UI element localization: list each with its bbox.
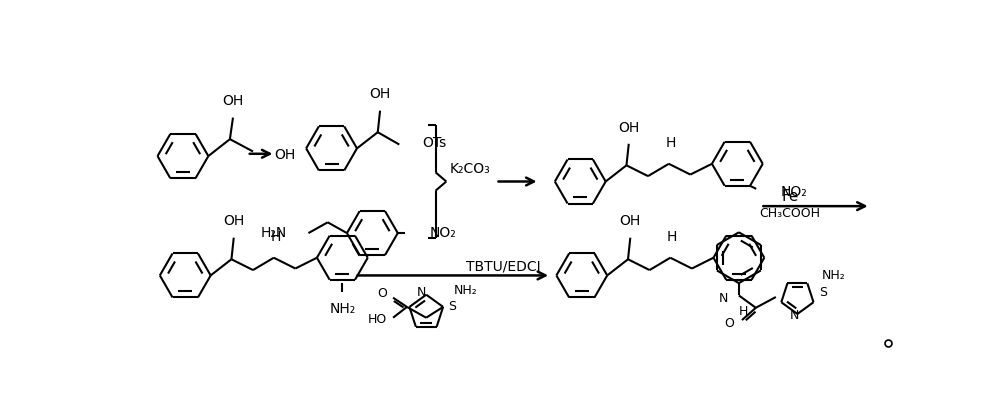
Text: N: N <box>719 292 728 305</box>
Text: H: H <box>739 305 748 318</box>
Text: OH: OH <box>369 88 391 101</box>
Text: NH₂: NH₂ <box>822 269 846 282</box>
Text: OH: OH <box>618 120 639 135</box>
Text: CH₃COOH: CH₃COOH <box>759 208 820 220</box>
Text: H: H <box>667 230 677 244</box>
Text: NH₂: NH₂ <box>329 302 355 316</box>
Text: NH₂: NH₂ <box>454 284 478 297</box>
Text: NO₂: NO₂ <box>781 185 808 199</box>
Text: O: O <box>377 287 387 299</box>
Text: OH: OH <box>620 215 641 228</box>
Text: H: H <box>270 230 281 244</box>
Text: H: H <box>665 136 676 150</box>
Text: NO₂: NO₂ <box>430 226 457 240</box>
Text: N: N <box>417 286 426 299</box>
Text: OTs: OTs <box>422 136 447 150</box>
Text: OH: OH <box>222 94 244 109</box>
Text: H₂N: H₂N <box>261 226 287 240</box>
Text: N: N <box>790 309 799 322</box>
Text: O: O <box>724 317 734 330</box>
Text: Fe: Fe <box>781 189 798 204</box>
Text: S: S <box>819 286 827 299</box>
Text: HO: HO <box>368 313 387 326</box>
Text: OH: OH <box>223 215 244 228</box>
Text: TBTU/EDCI: TBTU/EDCI <box>466 259 541 273</box>
Text: OH: OH <box>275 148 296 162</box>
Text: K₂CO₃: K₂CO₃ <box>450 162 491 176</box>
Text: S: S <box>448 300 456 313</box>
